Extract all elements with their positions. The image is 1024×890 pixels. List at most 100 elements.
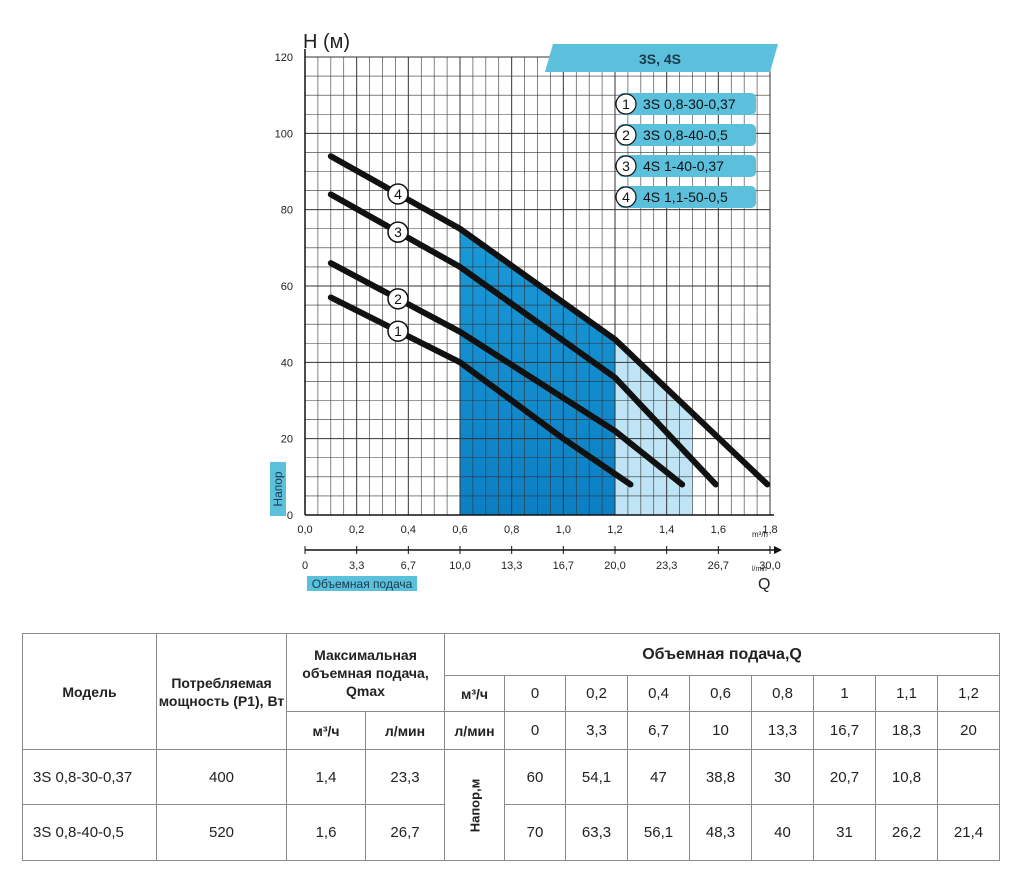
head-cell: 54,1 [565, 749, 629, 805]
unit-lmin-label: л/мин [444, 711, 506, 750]
x-tick-label-m3h: 1,2 [607, 524, 622, 536]
legend-marker-label: 1 [622, 96, 630, 112]
qmax-lmin-cell: 23,3 [364, 749, 446, 805]
x-axis-arrow [774, 546, 782, 554]
head-cell: 47 [627, 749, 691, 805]
legend-item-label: 3S 0,8-30-0,37 [643, 96, 736, 112]
x-tick-label-m3h: 1,4 [659, 524, 674, 536]
chart-legend: 1 3S 0,8-30-0,37 2 3S 0,8-40-0,5 3 4S 1-40-0,… [615, 93, 756, 208]
flow-m3h-cell: 1,1 [875, 675, 939, 712]
legend-item-label: 4S 1,1-50-0,5 [643, 189, 728, 205]
flow-m3h-cell: 1,2 [937, 675, 1001, 712]
curve-marker-label: 1 [394, 323, 402, 339]
flow-lmin-cell: 18,3 [875, 711, 939, 750]
head-cell: 10,8 [875, 749, 939, 805]
legend-item-bg [618, 155, 756, 177]
legend-marker-circle [615, 186, 637, 208]
y-side-label-box: Напор [270, 462, 286, 516]
x-tick-label-m3h: 0,6 [452, 524, 467, 536]
model-cell: 3S 0,8-30-0,37 [22, 749, 157, 805]
x-tick-label-lmin: 10,0 [449, 560, 470, 572]
x-tick-label-lmin: 16,7 [553, 560, 574, 572]
head-cell: 48,3 [689, 804, 753, 861]
qmax-m3h-cell: 1,4 [286, 749, 366, 805]
y-tick-label: 40 [281, 357, 293, 369]
qmax-m3h-cell: 1,6 [286, 804, 366, 861]
table-row: 3S 0,8-30-0,37 400 1,4 23,3 Напор,м 60 5… [22, 749, 1001, 861]
legend-marker-label: 2 [622, 127, 630, 143]
flow-lmin-cell: 3,3 [565, 711, 629, 750]
legend-marker-label: 3 [622, 158, 630, 174]
x-unit-lmin: l/min [752, 566, 767, 573]
x-tick-label-lmin: 0 [302, 560, 308, 572]
x-tick-label-m3h: 0,2 [349, 524, 364, 536]
model-cell: 3S 0,8-40-0,5 [22, 804, 157, 861]
x-tick-label-lmin: 23,3 [656, 560, 677, 572]
head-cell: 31 [813, 804, 877, 861]
flow-m3h-cell: 0,6 [689, 675, 753, 712]
unit-m3h-label: м³/ч [444, 675, 506, 712]
flow-m3h-cell: 0 [504, 675, 567, 712]
q-axis-letter: Q [758, 576, 770, 593]
head-cell: 26,2 [875, 804, 939, 861]
curve-marker-circle [387, 221, 409, 243]
power-cell: 520 [156, 804, 287, 861]
x-tick-label-lmin: 30,0 [759, 560, 780, 572]
head-cell: 40 [751, 804, 815, 861]
pump-curves: 1 2 3 4 [327, 153, 771, 488]
header-power: Потребляемая мощность (P1), Вт [156, 633, 287, 750]
x-tick-label-m3h: 1,6 [711, 524, 726, 536]
flow-lmin-cell: 10 [689, 711, 753, 750]
flow-m3h-cell: 1 [813, 675, 877, 712]
flow-lmin-cell: 16,7 [813, 711, 877, 750]
legend-marker-circle [615, 93, 637, 115]
flow-lmin-cell: 6,7 [627, 711, 691, 750]
y-tick-label: 20 [281, 434, 293, 446]
legend-item-bg [618, 186, 756, 208]
x-side-label-box: Объемная подача [307, 576, 417, 591]
head-cell: 60 [504, 749, 567, 805]
y-tick-label: 0 [287, 510, 293, 522]
y-axis-title: H (м) [303, 31, 350, 53]
flow-m3h-cell: 0,8 [751, 675, 815, 712]
x-tick-label-m3h: 1,8 [762, 524, 777, 536]
x-unit-m3h: m³/h [752, 530, 768, 539]
x-tick-label-m3h: 0,8 [504, 524, 519, 536]
x-tick-label-lmin: 3,3 [349, 560, 364, 572]
series-banner: 3S, 4S [545, 44, 778, 72]
curve-marker-label: 3 [394, 224, 402, 240]
x-tick-label-lmin: 13,3 [501, 560, 522, 572]
legend-item-label: 4S 1-40-0,37 [643, 158, 724, 174]
qmax-unit-m3h: м³/ч [286, 711, 366, 750]
curve-marker-label: 2 [394, 291, 402, 307]
qmax-lmin-cell: 26,7 [364, 804, 446, 861]
head-cell: 38,8 [689, 749, 753, 805]
header-qmax: Максимальная объемная подача, Qmax [285, 633, 446, 712]
qmax-unit-lmin: л/мин [364, 711, 446, 750]
flow-lmin-cell: 20 [937, 711, 1001, 750]
curve-marker-circle [387, 320, 409, 342]
table-row: 3S 0,8-40-0,5 520 1,6 26,7 70 63,3 56,1 … [22, 804, 1001, 861]
x-tick-label-lmin: 26,7 [708, 560, 729, 572]
head-cell [937, 749, 1001, 805]
chart-grid [304, 56, 771, 516]
head-cell: 20,7 [813, 749, 877, 805]
head-cell: 63,3 [565, 804, 629, 861]
y-tick-label: 60 [281, 281, 293, 293]
x-tick-label-m3h: 1,0 [556, 524, 571, 536]
header-flow: Объемная подача,Q [444, 633, 1001, 676]
flow-lmin-cell: 13,3 [751, 711, 815, 750]
banner-label: 3S, 4S [639, 51, 681, 67]
legend-item-label: 3S 0,8-40-0,5 [643, 127, 728, 143]
head-cell: 30 [751, 749, 815, 805]
legend-marker-circle [615, 155, 637, 177]
power-cell: 400 [156, 749, 287, 805]
flow-m3h-cell: 0,2 [565, 675, 629, 712]
flow-m3h-cell: 0,4 [627, 675, 691, 712]
legend-marker-label: 4 [622, 189, 630, 205]
curve-marker-circle [387, 288, 409, 310]
head-cell: 56,1 [627, 804, 691, 861]
header-model: Модель [22, 633, 157, 750]
